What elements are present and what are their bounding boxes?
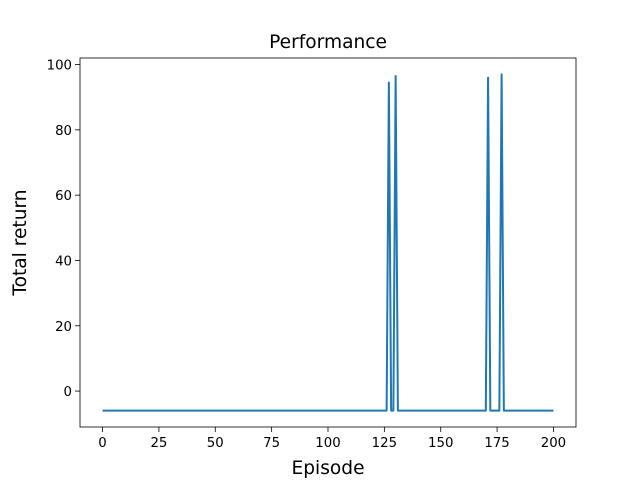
x-tick-label: 200 xyxy=(541,436,566,451)
ticks-layer: 0 25 50 75 100 125 150 175 200 0 20 40 60 80 100 xyxy=(47,59,567,451)
x-tick-label: 25 xyxy=(150,436,167,451)
x-tick-label: 50 xyxy=(207,436,224,451)
plot-layer xyxy=(102,73,554,412)
chart-title: Performance xyxy=(269,32,387,53)
x-tick-label: 100 xyxy=(315,436,340,451)
x-tick-label: 150 xyxy=(428,436,453,451)
y-tick-label: 40 xyxy=(55,254,72,269)
x-tick-label: 175 xyxy=(484,436,509,451)
plot-frame xyxy=(79,57,577,428)
x-tick-label: 0 xyxy=(98,436,106,451)
series-line xyxy=(102,73,554,412)
y-axis-label: Total return xyxy=(10,189,31,296)
y-tick-label: 80 xyxy=(55,124,72,139)
x-tick-label: 125 xyxy=(372,436,397,451)
x-axis-label: Episode xyxy=(291,458,364,479)
y-tick-label: 100 xyxy=(47,59,72,74)
y-tick-label: 20 xyxy=(55,320,72,335)
x-tick-label: 75 xyxy=(263,436,280,451)
y-tick-label: 0 xyxy=(64,385,72,400)
y-tick-label: 60 xyxy=(55,189,72,204)
